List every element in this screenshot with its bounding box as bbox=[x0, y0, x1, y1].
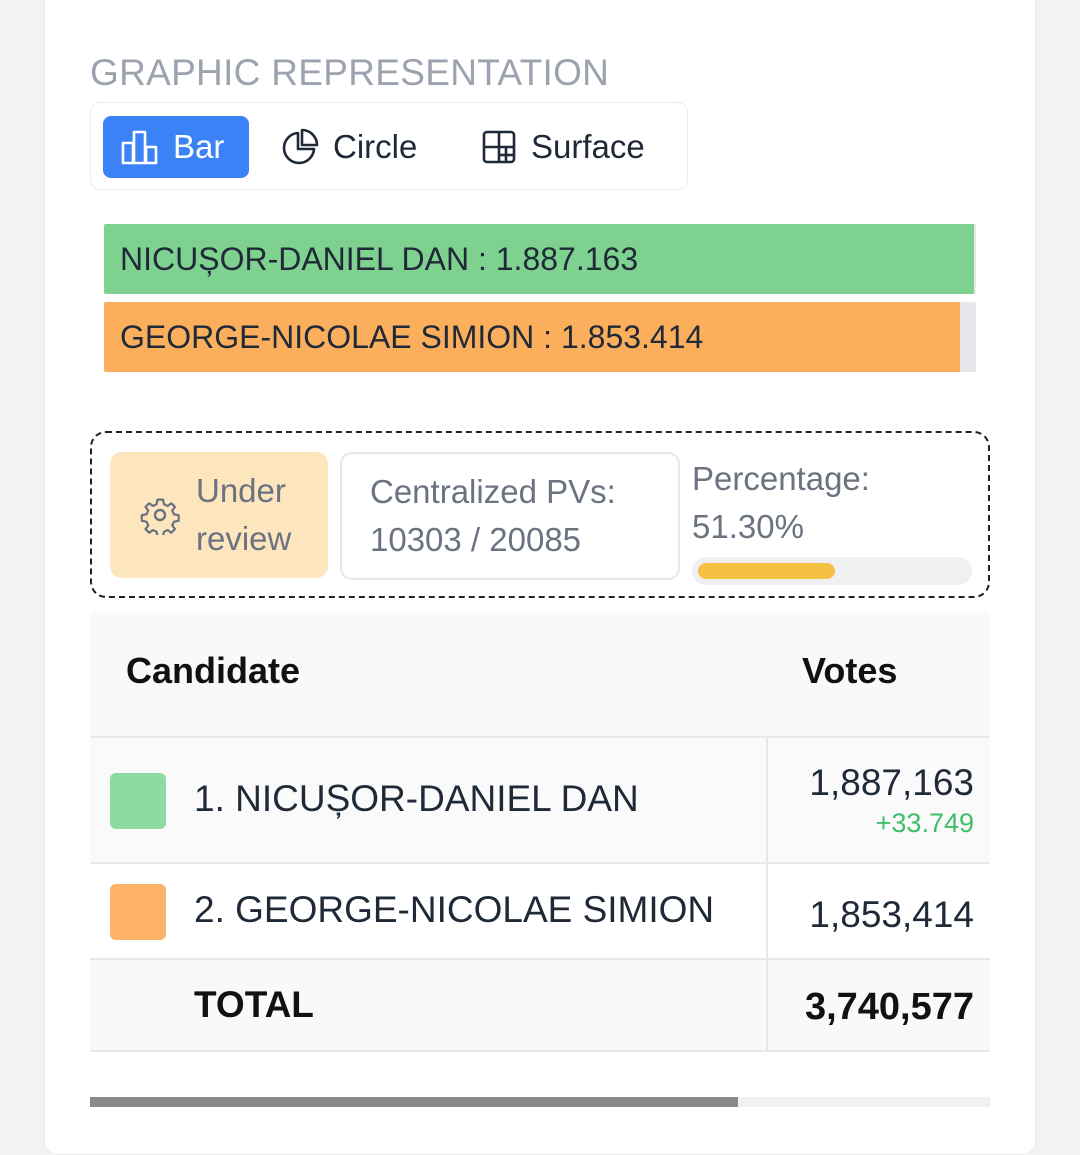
result-bar-2: GEORGE-NICOLAE SIMION : 1.853.414 bbox=[104, 302, 976, 372]
tab-surface[interactable]: Surface bbox=[463, 116, 673, 178]
header-candidate[interactable]: Candidate bbox=[126, 650, 301, 691]
candidate-votes: 1,853,414 bbox=[809, 894, 974, 935]
treemap-icon bbox=[482, 130, 516, 164]
percentage-progress-fill bbox=[698, 563, 835, 579]
candidate-name: 2. GEORGE-NICOLAE SIMION bbox=[194, 889, 715, 930]
section-title: GRAPHIC REPRESENTATION bbox=[90, 52, 610, 93]
chart-type-tabs: Bar Circle Surface bbox=[90, 102, 688, 190]
review-status-badge: Under review bbox=[110, 452, 328, 578]
review-status-label: Under review bbox=[196, 472, 292, 557]
result-bar-fill-1 bbox=[104, 224, 975, 294]
total-votes: 3,740,577 bbox=[804, 986, 974, 1028]
total-label: TOTAL bbox=[194, 984, 314, 1025]
result-bar-label-1: NICUȘOR-DANIEL DAN : 1.887.163 bbox=[120, 240, 639, 277]
tab-circle-label: Circle bbox=[333, 128, 418, 165]
result-bar-1: NICUȘOR-DANIEL DAN : 1.887.163 bbox=[104, 224, 976, 294]
tab-bar-label: Bar bbox=[173, 128, 225, 165]
candidate-color-swatch bbox=[110, 773, 166, 829]
table-row: 2. GEORGE-NICOLAE SIMION 1,853,414 bbox=[90, 862, 990, 958]
percentage-label: Percentage: bbox=[692, 460, 870, 497]
column-divider bbox=[766, 738, 768, 862]
result-bar-label-2: GEORGE-NICOLAE SIMION : 1.853.414 bbox=[120, 318, 704, 355]
centralized-pvs-label: Centralized PVs: bbox=[370, 473, 616, 510]
centralized-pvs-box: Centralized PVs: 10303 / 20085 bbox=[340, 452, 680, 580]
status-panel: Under review Centralized PVs: 10303 / 20… bbox=[90, 431, 990, 598]
tab-circle[interactable]: Circle bbox=[263, 116, 443, 178]
tab-bar[interactable]: Bar bbox=[103, 116, 249, 178]
column-divider bbox=[766, 960, 768, 1050]
percentage-progress-track bbox=[692, 557, 972, 585]
pie-chart-icon bbox=[282, 128, 319, 165]
candidate-color-swatch bbox=[110, 884, 166, 940]
table-row: 1. NICUȘOR-DANIEL DAN 1,887,163 +33.749 bbox=[90, 736, 990, 862]
percentage-value: 51.30% bbox=[692, 508, 804, 545]
column-divider bbox=[766, 864, 768, 958]
scrollbar-thumb[interactable] bbox=[90, 1097, 738, 1107]
results-table-header: Candidate Votes bbox=[90, 612, 990, 736]
candidate-name: 1. NICUȘOR-DANIEL DAN bbox=[194, 778, 639, 819]
gear-icon bbox=[140, 498, 180, 535]
candidate-votes: 1,887,163 bbox=[809, 762, 974, 803]
table-total-row: TOTAL 3,740,577 bbox=[90, 958, 990, 1052]
bar-chart-icon bbox=[121, 130, 158, 165]
horizontal-scrollbar[interactable] bbox=[90, 1097, 990, 1107]
votes-difference: +33.749 bbox=[875, 808, 974, 838]
tab-surface-label: Surface bbox=[531, 128, 645, 165]
percentage-box: Percentage: 51.30% bbox=[692, 455, 974, 585]
centralized-pvs-value: 10303 / 20085 bbox=[370, 521, 582, 558]
result-bar-fill-2 bbox=[104, 302, 961, 372]
header-votes[interactable]: Votes bbox=[802, 650, 898, 691]
